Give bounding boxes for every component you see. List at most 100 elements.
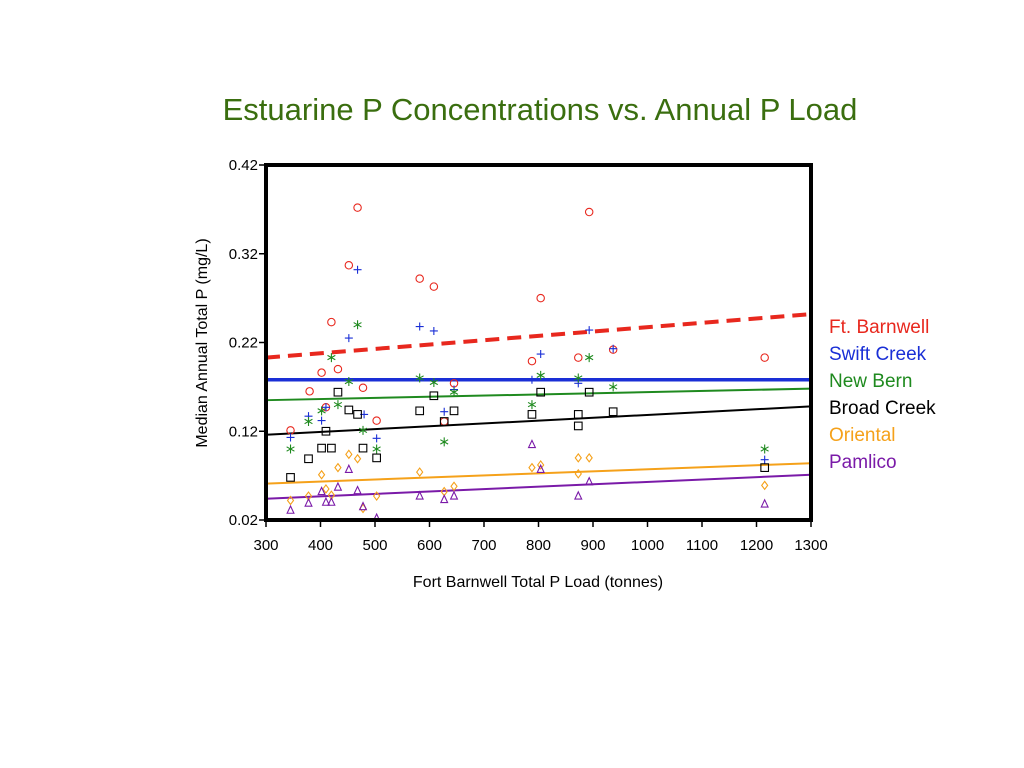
x-tick-label: 700 [471, 537, 496, 554]
point-swift-creek [440, 407, 449, 416]
point-broad-creek [358, 443, 368, 453]
legend-pamlico: Pamlico [829, 452, 897, 473]
point-pamlico [527, 439, 537, 449]
legend-swift-creek: Swift Creek [829, 344, 927, 365]
point-new-bern [449, 387, 459, 397]
point-ft-barnwell [344, 261, 354, 270]
point-swift-creek [760, 455, 769, 464]
point-broad-creek [573, 421, 583, 431]
x-tick-label: 1000 [631, 537, 664, 554]
point-ft-barnwell [527, 356, 537, 366]
point-ft-barnwell [760, 353, 769, 362]
x-tick-label: 1100 [686, 537, 718, 554]
point-oriental [450, 481, 458, 492]
data-points [286, 203, 770, 522]
point-oriental [334, 462, 342, 473]
point-pamlico [344, 463, 354, 473]
point-broad-creek [608, 407, 618, 417]
fit-lines [265, 312, 812, 500]
point-pamlico [333, 481, 343, 491]
point-swift-creek [609, 344, 618, 353]
point-pamlico [536, 463, 545, 473]
point-broad-creek [286, 473, 295, 482]
x-tick-label: 300 [253, 537, 278, 554]
point-pamlico [584, 476, 594, 486]
point-broad-creek [527, 410, 537, 419]
point-ft-barnwell [305, 387, 314, 396]
fit-line-ft-barnwell [265, 312, 812, 360]
point-ft-barnwell [317, 368, 326, 377]
point-swift-creek [353, 265, 362, 274]
point-ft-barnwell [415, 274, 424, 283]
point-broad-creek [353, 410, 362, 419]
point-broad-creek [317, 443, 326, 453]
point-new-bern [429, 377, 439, 387]
point-new-bern [333, 400, 343, 410]
point-oriental [416, 467, 424, 477]
point-oriental [528, 462, 536, 473]
legend-broad-creek: Broad Creek [829, 398, 936, 419]
x-tick-label: 600 [417, 537, 442, 554]
point-swift-creek [317, 416, 326, 425]
y-tick-label: 0.22 [229, 335, 258, 352]
point-broad-creek [584, 387, 594, 397]
point-pamlico [358, 501, 368, 511]
point-new-bern [372, 444, 381, 454]
point-oriental [286, 495, 295, 506]
point-ft-barnwell [574, 353, 583, 362]
point-pamlico [449, 490, 459, 500]
point-new-bern [353, 320, 362, 330]
point-ft-barnwell [333, 364, 343, 374]
y-axis-label: Median Annual Total P (mg/L) [194, 238, 211, 447]
point-broad-creek [327, 443, 336, 453]
fit-line-pamlico [265, 473, 812, 500]
y-tick-label: 0.12 [229, 423, 258, 440]
point-pamlico [317, 486, 326, 496]
point-pamlico [321, 496, 331, 506]
point-broad-creek [333, 387, 343, 397]
point-oriental [585, 452, 593, 463]
y-tick-label: 0.42 [229, 157, 258, 174]
x-axis-label: Fort Barnwell Total P Load (tonnes) [413, 574, 663, 591]
x-tick-label: 1300 [794, 537, 827, 554]
point-broad-creek [536, 387, 546, 397]
point-oriental [760, 480, 769, 491]
point-new-bern [327, 353, 336, 363]
point-new-bern [344, 377, 354, 387]
point-new-bern [304, 416, 313, 426]
point-broad-creek [415, 406, 425, 416]
y-tick-label: 0.02 [229, 512, 258, 529]
legend-new-bern: New Bern [829, 371, 913, 392]
point-new-bern [358, 425, 368, 435]
point-broad-creek [429, 391, 439, 401]
legend: Ft. Barnwell Swift Creek New Bern Broad … [829, 314, 936, 476]
point-swift-creek [585, 326, 594, 335]
point-broad-creek [344, 405, 354, 415]
point-ft-barnwell [536, 293, 545, 303]
point-oriental [353, 453, 362, 464]
point-swift-creek [286, 433, 295, 442]
point-ft-barnwell [584, 207, 594, 217]
point-oriental [322, 484, 330, 494]
point-pamlico [760, 498, 769, 508]
y-tick-label: 0.32 [229, 246, 258, 263]
point-swift-creek [321, 403, 330, 412]
point-oriental [574, 452, 582, 463]
x-tick-label: 900 [580, 537, 605, 554]
point-oriental [317, 469, 326, 480]
legend-oriental: Oriental [829, 425, 896, 446]
point-oriental [345, 449, 353, 460]
x-tick-label: 500 [362, 537, 387, 554]
point-pamlico [327, 496, 336, 506]
point-swift-creek [536, 350, 545, 359]
point-new-bern [760, 444, 769, 454]
x-tick-label: 1200 [740, 537, 773, 554]
point-pamlico [286, 504, 295, 514]
fit-line-new-bern [265, 387, 812, 402]
point-broad-creek [439, 417, 449, 426]
point-broad-creek [304, 454, 313, 464]
point-broad-creek [449, 406, 459, 416]
point-ft-barnwell [327, 317, 336, 327]
point-new-bern [536, 370, 545, 380]
point-new-bern [286, 444, 295, 454]
